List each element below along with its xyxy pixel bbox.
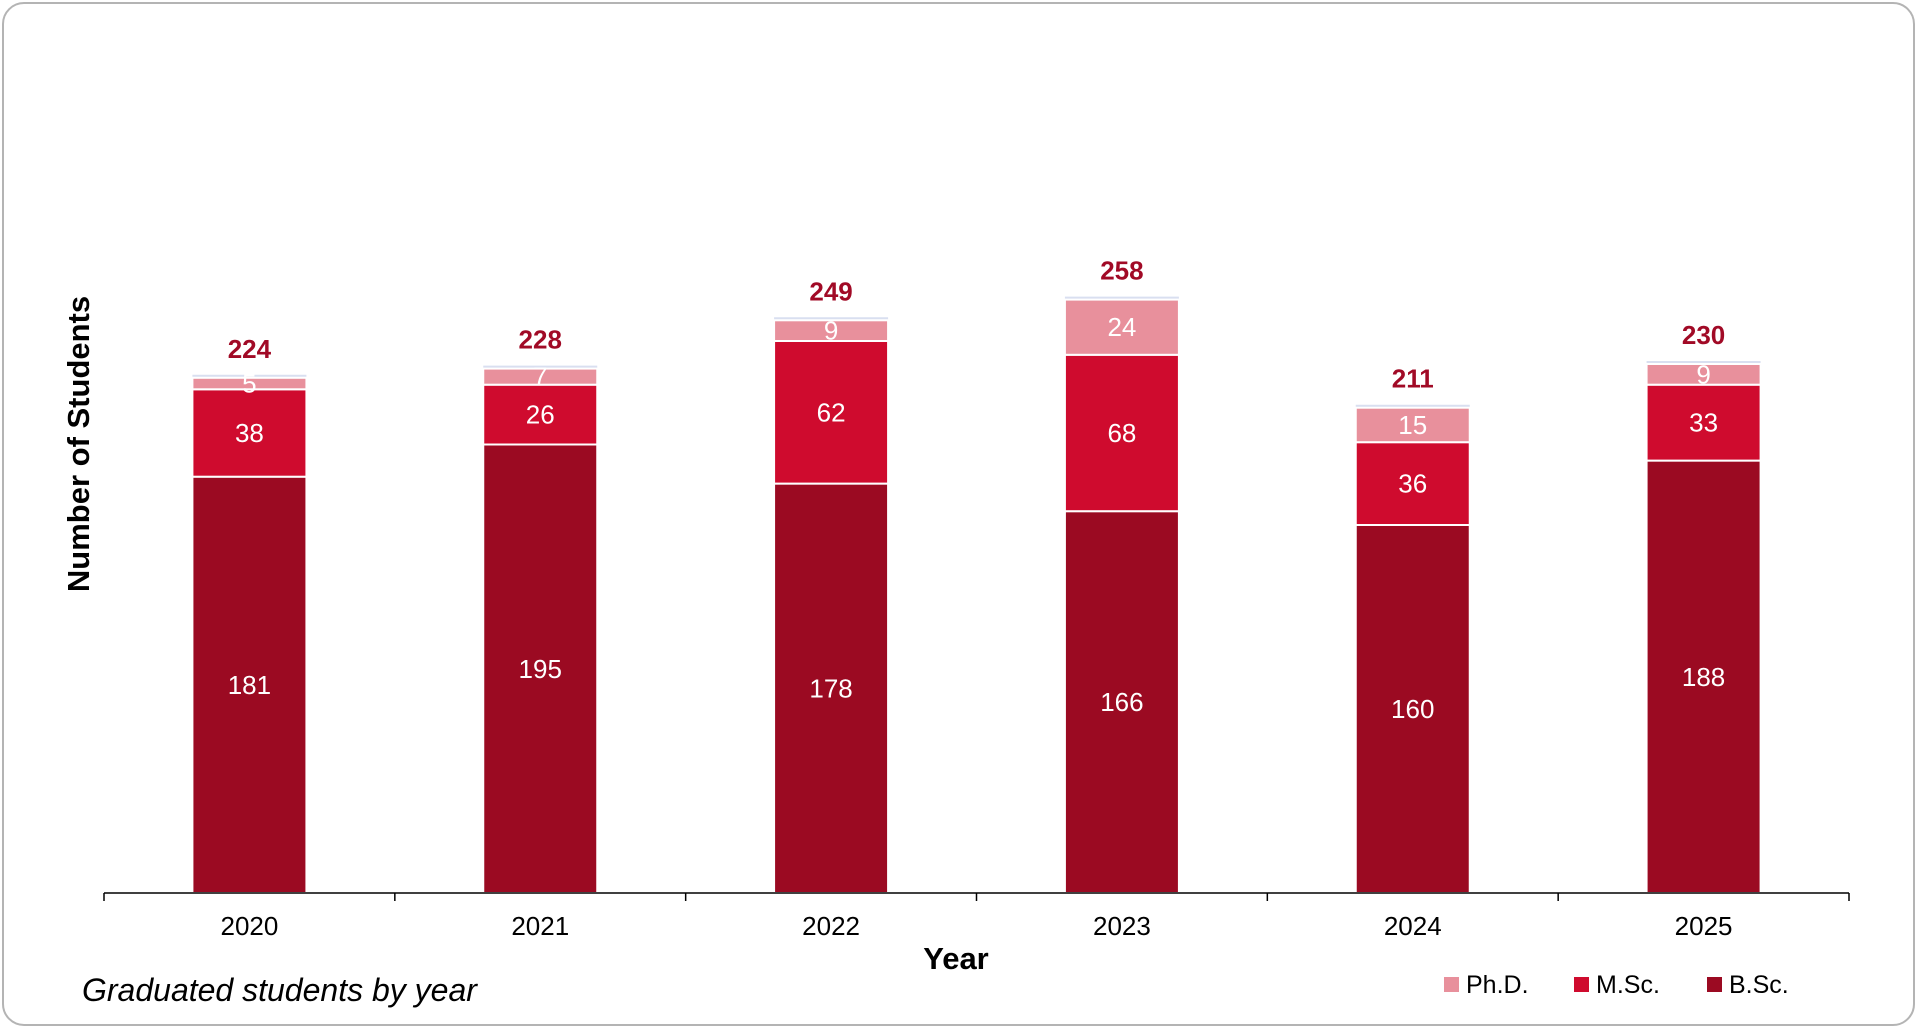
total-label-2022: 249: [809, 276, 852, 306]
bar-phd-2025: [1645, 363, 1762, 386]
data-label-msc-2025: 33: [1689, 408, 1718, 438]
bar-msc-2025: [1645, 383, 1762, 462]
legend-label-phd: Ph.D.: [1466, 971, 1529, 999]
bar-phd-2021: [482, 367, 599, 386]
data-label-msc-2020: 38: [235, 418, 264, 448]
stacked-bar-chart: 2020 2021 2022 2023 2024 2025 181 38 5 224 195 26 7…: [61, 256, 1850, 1008]
data-label-phd-2023: 24: [1107, 312, 1136, 342]
x-tick-label-2021: 2021: [511, 911, 569, 941]
data-label-bsc-2021: 195: [519, 654, 562, 684]
bar-bsc-2024: [1354, 524, 1471, 894]
bar-phd-2022: [773, 319, 890, 342]
data-label-msc-2024: 36: [1398, 469, 1427, 499]
total-label-2023: 258: [1100, 256, 1143, 286]
legend: Ph.D. M.Sc. B.Sc.: [1444, 971, 1789, 999]
bar-bsc-2025: [1645, 459, 1762, 894]
data-label-phd-2020: 5: [242, 369, 256, 399]
bar-phd-2020: [191, 376, 308, 391]
bar-phd-2023: [1063, 298, 1180, 356]
data-label-phd-2025: 9: [1696, 359, 1710, 389]
bar-msc-2020: [191, 388, 308, 478]
bar-bsc-2023: [1063, 510, 1180, 894]
y-axis-title: Number of Students: [61, 296, 96, 592]
bar-bsc-2020: [191, 475, 308, 894]
x-tick-label-2025: 2025: [1675, 911, 1733, 941]
data-label-msc-2022: 62: [817, 397, 846, 427]
bar-msc-2022: [773, 340, 890, 485]
labels-layer: 181 38 5 224 195 26 7 228 178 62 9 249 166 68 24 258 160…: [228, 256, 1726, 724]
total-label-2025: 230: [1682, 320, 1725, 350]
data-label-phd-2022: 9: [824, 316, 838, 346]
x-tick-label-2020: 2020: [220, 911, 278, 941]
x-axis: 2020 2021 2022 2023 2024 2025: [103, 892, 1850, 941]
chart-caption: Graduated students by year: [82, 972, 478, 1008]
legend-swatch-bsc: [1707, 977, 1722, 992]
data-label-bsc-2020: 181: [228, 670, 271, 700]
x-tick-label-2024: 2024: [1384, 911, 1442, 941]
bar-phd-2024: [1354, 406, 1471, 444]
x-tick-label-2022: 2022: [802, 911, 860, 941]
total-label-2020: 224: [228, 334, 272, 364]
bar-msc-2021: [482, 383, 599, 446]
legend-label-bsc: B.Sc.: [1729, 971, 1789, 999]
data-label-bsc-2024: 160: [1391, 694, 1434, 724]
x-axis-title: Year: [923, 941, 989, 976]
bar-bsc-2022: [773, 482, 890, 894]
legend-label-msc: M.Sc.: [1596, 971, 1660, 999]
bar-bsc-2021: [482, 443, 599, 894]
data-label-bsc-2023: 166: [1100, 687, 1143, 717]
bars-layer: [191, 296, 1762, 894]
data-label-phd-2021: 7: [533, 362, 547, 392]
data-label-msc-2021: 26: [526, 400, 555, 430]
legend-swatch-phd: [1444, 977, 1459, 992]
x-tick-label-2023: 2023: [1093, 911, 1151, 941]
data-label-phd-2024: 15: [1398, 410, 1427, 440]
legend-swatch-msc: [1574, 977, 1589, 992]
data-label-bsc-2025: 188: [1682, 662, 1725, 692]
total-label-2021: 228: [519, 325, 562, 355]
bar-msc-2024: [1354, 441, 1471, 527]
data-label-bsc-2022: 178: [809, 673, 852, 703]
data-label-msc-2023: 68: [1107, 418, 1136, 448]
total-label-2024: 211: [1392, 364, 1434, 394]
